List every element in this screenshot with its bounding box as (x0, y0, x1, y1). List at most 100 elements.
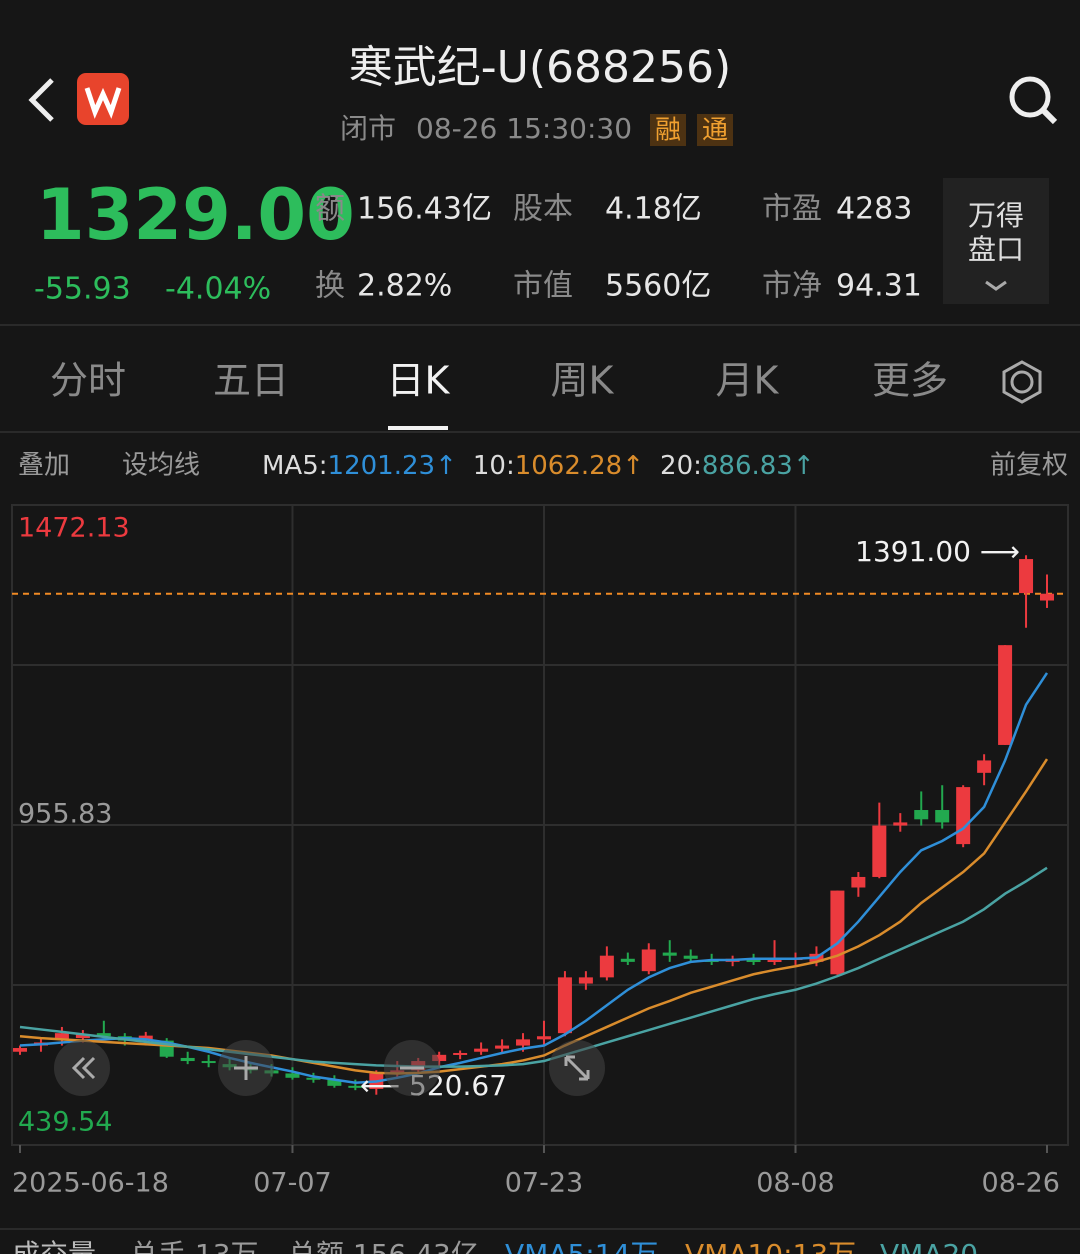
status: 闭市 (340, 112, 396, 145)
candle-body (935, 810, 950, 823)
candle-body (998, 645, 1013, 745)
change: -55.93 (34, 272, 131, 307)
tab[interactable]: 周K (551, 359, 615, 403)
candle-body (578, 977, 593, 984)
tab[interactable]: 分时 (50, 359, 126, 403)
ma-arrow: ↑ (435, 451, 457, 481)
ma-name: 10: (473, 451, 515, 481)
stat-value: 156.43亿 (357, 192, 492, 227)
ma-arrow: ↑ (622, 451, 644, 481)
stat-label: 股本 (513, 192, 573, 227)
candle-body (746, 960, 761, 963)
settings-button[interactable] (1002, 360, 1042, 404)
tab[interactable]: 日K (387, 359, 451, 403)
candle-body (893, 822, 908, 826)
ma-line (19, 866, 1048, 1068)
candle-body (851, 876, 866, 888)
candle-body (1019, 559, 1034, 594)
candle-body (914, 810, 929, 820)
change-pct: -4.04% (165, 272, 271, 307)
x-tick-label: 07-23 (505, 1168, 583, 1199)
candle-body (516, 1039, 531, 1046)
ma-name: MA5: (262, 451, 328, 481)
panel-button[interactable] (943, 178, 1049, 304)
volume-info: VMA10:13万 (685, 1238, 856, 1254)
tag: 融 (655, 116, 681, 146)
stat-value: 94.31 (836, 269, 922, 304)
separator (0, 324, 1080, 326)
price: 1329.00 (36, 174, 355, 256)
candle-body (201, 1061, 216, 1064)
candle-body (557, 977, 572, 1034)
candle-body (495, 1045, 510, 1049)
x-tick-label: 08-08 (756, 1168, 834, 1199)
search-button[interactable] (1009, 76, 1058, 125)
gear-icon (1002, 360, 1042, 404)
logo-mark (84, 87, 122, 119)
candle-body (54, 1033, 69, 1040)
volume-info: 成交量 (12, 1238, 96, 1254)
separator (0, 1228, 1080, 1230)
stat-label: 换 (315, 269, 345, 304)
candle-body (13, 1048, 27, 1052)
search-icon (1009, 76, 1051, 118)
stat-label: 市盈 (762, 192, 822, 227)
ma-value: 1062.28 (515, 451, 623, 481)
tab[interactable]: 月K (716, 359, 780, 403)
icon (564, 1055, 590, 1081)
candle-body (453, 1052, 468, 1055)
tab[interactable]: 五日 (213, 359, 289, 403)
stat-label: 市值 (513, 269, 573, 304)
icon (71, 1056, 96, 1080)
tag-bg (650, 114, 686, 146)
candle-body (306, 1077, 321, 1080)
ma-arrow: ↑ (793, 451, 815, 481)
tag: 通 (702, 116, 728, 146)
y-tick-label: 955.83 (18, 799, 112, 830)
stat-value: 5560亿 (605, 269, 711, 304)
candle-body (662, 952, 677, 956)
panel-button-label: 盘口 (968, 233, 1024, 266)
panel-button-label: 万得 (968, 199, 1024, 232)
overlay-button[interactable]: 叠加 (18, 451, 70, 481)
x-tick-label: 08-26 (982, 1168, 1060, 1199)
ma-name: 20: (660, 451, 702, 481)
candle-body (830, 890, 845, 975)
tag-bg (697, 114, 733, 146)
y-tick-label: 1472.13 (18, 513, 130, 544)
separator (0, 431, 1080, 433)
tab-underline (388, 426, 448, 430)
time: 08-26 15:30:30 (416, 112, 632, 145)
candle-body (348, 1085, 363, 1088)
stat-value: 2.82% (357, 269, 452, 304)
candle-body (767, 960, 782, 963)
stat-value: 4.18亿 (605, 192, 702, 227)
candle-body (620, 958, 635, 962)
adjust-button[interactable]: 前复权 (990, 451, 1068, 481)
stat-label: 额 (315, 192, 345, 227)
candle-body (432, 1054, 447, 1062)
ma-value: 1201.23 (328, 451, 436, 481)
stat-value: 4283 (836, 192, 912, 227)
search-icon (1040, 107, 1058, 125)
tab[interactable]: 更多 (872, 359, 948, 403)
candle-body (1040, 593, 1054, 601)
candle-body (599, 955, 614, 978)
back-button[interactable] (28, 78, 54, 122)
candle-body (956, 787, 971, 845)
ma-value: 886.83 (702, 451, 793, 481)
candle-body (474, 1048, 489, 1052)
candle-body (75, 1034, 90, 1039)
volume-info: VMA20 (880, 1238, 978, 1254)
y-tick-label: 439.54 (18, 1107, 112, 1138)
x-tick-label: 07-07 (253, 1168, 331, 1199)
stat-label: 市净 (762, 269, 822, 304)
candle-body (327, 1079, 342, 1086)
ma-settings-button[interactable]: 设均线 (122, 451, 200, 481)
volume-info: 总手 13万 (130, 1238, 259, 1254)
ma-legend: MA5:1201.23↑ 10:1062.28↑ 20:886.83↑ (262, 451, 815, 481)
volume-info: VMA5:14万 (505, 1238, 658, 1254)
volume-info: 总额 156.43亿 (288, 1238, 479, 1254)
